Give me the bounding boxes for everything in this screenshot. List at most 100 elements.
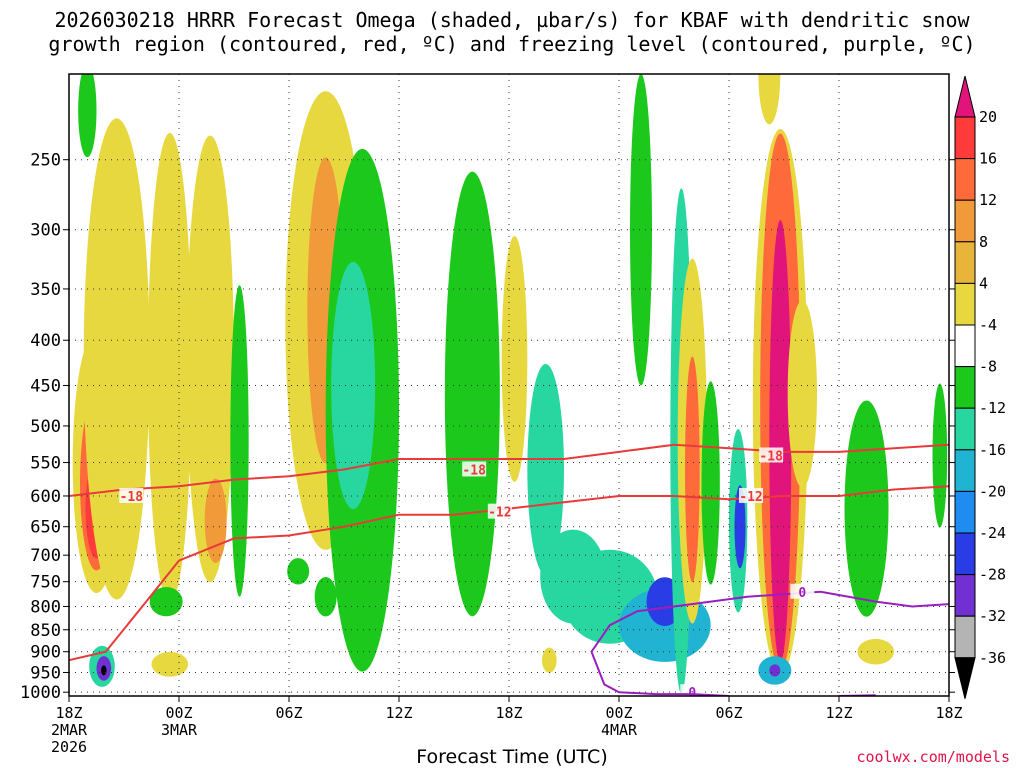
omega-cell-36 <box>857 638 895 665</box>
dgz-label-0-0: -18 <box>120 490 144 505</box>
colorbar-label-0: 20 <box>979 108 997 126</box>
omega-cell-4 <box>83 118 150 600</box>
dgz-label-1-1: -12 <box>739 490 762 505</box>
colorbar-label-12: -32 <box>979 607 1006 625</box>
y-tick-label-300: 300 <box>30 221 61 241</box>
y-tick-label-350: 350 <box>30 280 61 300</box>
colorbar-segment-10 <box>954 532 976 576</box>
colorbar-segment-1 <box>954 158 976 201</box>
y-tick-label-550: 550 <box>30 454 61 474</box>
y-tick-label-800: 800 <box>30 597 61 617</box>
x-tick-label-6: 00Z <box>165 704 192 722</box>
omega-cell-14 <box>501 236 528 482</box>
omega-cell-7 <box>204 478 227 563</box>
omega-cell-43 <box>314 577 337 617</box>
x-axis-label: Forecast Time (UTC) <box>416 746 608 768</box>
colorbar-label-11: -28 <box>979 566 1006 584</box>
colorbar-segment-11 <box>954 574 976 617</box>
x-tick-label-0: 18Z <box>55 704 82 722</box>
x-tick-label-36: 06Z <box>715 704 742 722</box>
colorbar-label-5: -4 <box>979 316 997 334</box>
y-tick-label-950: 950 <box>30 663 61 683</box>
dgz-label-bg-1-0 <box>487 503 512 519</box>
omega-cell-8 <box>230 285 249 597</box>
y-tick-label-1000: 1000 <box>20 683 61 703</box>
dgz-label-0-2: -18 <box>759 450 783 465</box>
dgz-label-bg-0-2 <box>759 447 784 463</box>
dgz-contour-0 <box>69 443 949 497</box>
omega-cell-42 <box>287 558 310 585</box>
freezing-contour-1 <box>618 691 730 696</box>
freezing-label-bg-0-0 <box>790 583 815 599</box>
omega-cell-26 <box>734 485 746 569</box>
colorbar-top-arrow <box>954 75 976 118</box>
colorbar-label-13: -36 <box>979 649 1006 667</box>
omega-cell-6 <box>186 135 235 583</box>
dgz-label-bg-0-0 <box>119 487 144 503</box>
colorbar-label-7: -12 <box>979 399 1006 417</box>
colorbar-label-3: 8 <box>979 233 988 251</box>
colorbar-segment-2 <box>954 199 976 243</box>
x-tick-label-24: 18Z <box>495 704 522 722</box>
colorbar-segment-5 <box>954 324 976 368</box>
y-tick-label-400: 400 <box>30 331 61 351</box>
colorbar-label-9: -20 <box>979 482 1006 500</box>
omega-cell-3 <box>78 74 97 158</box>
omega-cell-41 <box>149 587 183 617</box>
colorbar-segment-0 <box>954 116 976 160</box>
dgz-contour-1 <box>69 485 949 662</box>
y-tick-label-750: 750 <box>30 573 61 593</box>
omega-cell-5 <box>147 132 192 604</box>
omega-cell-13 <box>444 171 500 617</box>
dgz-label-1-0: -12 <box>488 506 511 521</box>
x-tick-sublabel-0-1: 2026 <box>51 738 87 756</box>
dgz-label-bg-0-1 <box>462 461 487 477</box>
x-tick-label-42: 12Z <box>825 704 852 722</box>
omega-cell-12 <box>331 261 376 510</box>
freezing-label-0-0: 0 <box>798 586 806 601</box>
x-tick-sublabel-6-0: 3MAR <box>161 721 198 739</box>
x-tick-label-48: 18Z <box>935 704 962 722</box>
freezing-contour-0 <box>590 590 949 694</box>
colorbar-label-10: -24 <box>979 524 1006 542</box>
omega-cell-23 <box>685 356 700 583</box>
colorbar-segment-9 <box>954 490 976 534</box>
colorbar-label-4: 4 <box>979 274 988 292</box>
chart-title-line1: 2026030218 HRRR Forecast Omega (shaded, … <box>54 8 970 32</box>
colorbar-label-2: 12 <box>979 191 997 209</box>
chart-title: 2026030218 HRRR Forecast Omega (shaded, … <box>0 8 1024 56</box>
freezing-label-bg-0-1 <box>680 684 705 696</box>
y-tick-label-500: 500 <box>30 417 61 437</box>
omega-cell-31 <box>787 300 817 488</box>
y-tick-label-650: 650 <box>30 518 61 538</box>
colorbar-bottom-arrow <box>954 657 976 699</box>
omega-cell-40 <box>151 651 189 677</box>
x-tick-label-18: 12Z <box>385 704 412 722</box>
colorbar-label-1: 16 <box>979 150 997 168</box>
y-tick-label-900: 900 <box>30 643 61 663</box>
omega-cell-24 <box>701 381 720 585</box>
colorbar-label-8: -16 <box>979 441 1006 459</box>
x-tick-label-12: 06Z <box>275 704 302 722</box>
omega-cell-30 <box>769 220 792 662</box>
omega-cell-34 <box>844 400 889 617</box>
omega-cell-15 <box>527 364 565 575</box>
omega-cell-33 <box>769 664 781 677</box>
y-tick-label-600: 600 <box>30 487 61 507</box>
omega-cell-27 <box>758 74 781 125</box>
colorbar-segment-8 <box>954 449 976 492</box>
x-tick-sublabel-30-0: 4MAR <box>601 721 638 739</box>
colorbar-segment-7 <box>954 407 976 451</box>
y-tick-label-250: 250 <box>30 151 61 171</box>
freezing-label-0-1: 0 <box>688 686 696 701</box>
colorbar-segment-6 <box>954 366 976 409</box>
omega-cell-20 <box>630 74 652 386</box>
site-credit: coolwx.com/models <box>856 748 1010 766</box>
colorbar-segment-last <box>954 615 976 659</box>
omega-cell-44 <box>542 647 557 673</box>
omega-cell-39 <box>101 665 107 676</box>
y-tick-label-850: 850 <box>30 621 61 641</box>
dgz-label-bg-1-1 <box>739 487 763 503</box>
x-tick-sublabel-0-0: 2MAR <box>51 721 88 739</box>
